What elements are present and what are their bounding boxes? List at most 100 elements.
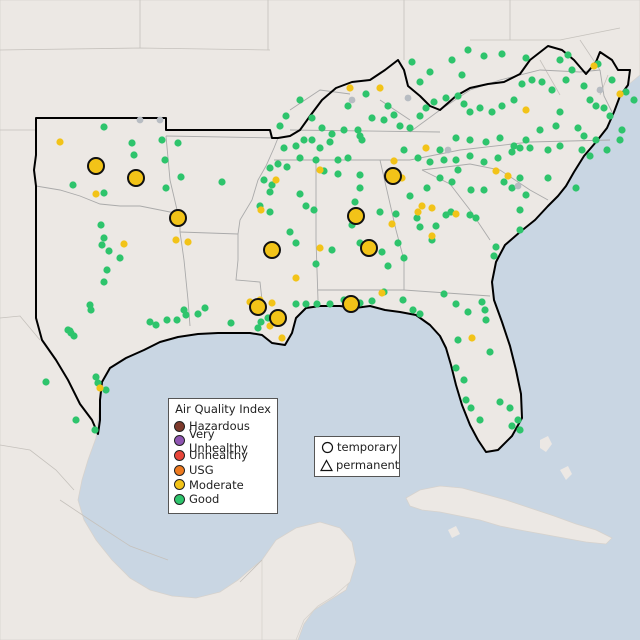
station-marker-moderate[interactable] (378, 289, 386, 297)
station-marker-good[interactable] (572, 184, 580, 192)
station-marker-good[interactable] (146, 318, 154, 326)
station-marker-good[interactable] (578, 146, 586, 154)
station-marker-good[interactable] (354, 126, 362, 134)
station-marker-good[interactable] (522, 54, 530, 62)
station-marker-good[interactable] (467, 186, 475, 194)
station-marker-good[interactable] (552, 122, 560, 130)
station-marker-good[interactable] (580, 82, 588, 90)
station-marker-no-data[interactable] (596, 86, 604, 94)
station-marker-good[interactable] (266, 164, 274, 172)
station-marker-good[interactable] (481, 306, 489, 314)
station-marker-moderate[interactable] (468, 334, 476, 342)
station-marker-moderate[interactable] (522, 106, 530, 114)
station-marker-moderate[interactable] (504, 172, 512, 180)
station-marker-good[interactable] (257, 318, 265, 326)
station-marker-no-data[interactable] (136, 116, 144, 124)
temporary-station-marker-moderate[interactable] (263, 241, 281, 259)
station-marker-good[interactable] (396, 122, 404, 130)
station-marker-good[interactable] (476, 416, 484, 424)
station-marker-good[interactable] (392, 210, 400, 218)
station-marker-good[interactable] (508, 148, 516, 156)
station-marker-moderate[interactable] (92, 190, 100, 198)
station-marker-good[interactable] (496, 134, 504, 142)
station-marker-moderate[interactable] (56, 138, 64, 146)
station-marker-good[interactable] (300, 136, 308, 144)
station-marker-good[interactable] (103, 266, 111, 274)
station-marker-good[interactable] (516, 174, 524, 182)
station-marker-good[interactable] (448, 56, 456, 64)
station-marker-good[interactable] (328, 130, 336, 138)
station-marker-moderate[interactable] (376, 84, 384, 92)
station-marker-good[interactable] (592, 136, 600, 144)
station-marker-no-data[interactable] (156, 116, 164, 124)
station-marker-good[interactable] (380, 116, 388, 124)
station-marker-good[interactable] (466, 136, 474, 144)
station-marker-good[interactable] (606, 112, 614, 120)
station-marker-moderate[interactable] (316, 166, 324, 174)
station-marker-good[interactable] (476, 104, 484, 112)
station-marker-good[interactable] (334, 170, 342, 178)
temporary-station-marker-moderate[interactable] (384, 167, 402, 185)
station-marker-good[interactable] (482, 138, 490, 146)
station-marker-good[interactable] (100, 278, 108, 286)
station-marker-good[interactable] (351, 198, 359, 206)
station-marker-good[interactable] (440, 290, 448, 298)
station-marker-moderate[interactable] (272, 176, 280, 184)
station-marker-moderate[interactable] (172, 236, 180, 244)
station-marker-good[interactable] (442, 94, 450, 102)
station-marker-good[interactable] (356, 171, 364, 179)
station-marker-good[interactable] (556, 56, 564, 64)
temporary-moderate-stations[interactable] (87, 157, 402, 327)
station-marker-good[interactable] (394, 239, 402, 247)
station-marker-good[interactable] (408, 58, 416, 66)
station-marker-good[interactable] (516, 144, 524, 152)
station-marker-good[interactable] (544, 146, 552, 154)
station-marker-good[interactable] (454, 92, 462, 100)
moderate-stations[interactable] (56, 62, 624, 392)
station-marker-good[interactable] (334, 156, 342, 164)
station-marker-good[interactable] (432, 222, 440, 230)
station-marker-good[interactable] (100, 189, 108, 197)
station-marker-good[interactable] (510, 142, 518, 150)
station-marker-good[interactable] (436, 146, 444, 154)
station-marker-good[interactable] (310, 206, 318, 214)
station-marker-good[interactable] (492, 243, 500, 251)
station-marker-good[interactable] (128, 139, 136, 147)
station-marker-good[interactable] (510, 96, 518, 104)
station-marker-good[interactable] (292, 239, 300, 247)
station-marker-good[interactable] (282, 112, 290, 120)
station-marker-good[interactable] (326, 300, 334, 308)
station-marker-good[interactable] (92, 373, 100, 381)
station-marker-good[interactable] (328, 246, 336, 254)
station-marker-good[interactable] (440, 156, 448, 164)
station-marker-good[interactable] (452, 364, 460, 372)
station-marker-no-data[interactable] (514, 182, 522, 190)
station-marker-good[interactable] (500, 178, 508, 186)
station-marker-good[interactable] (163, 316, 171, 324)
station-marker-good[interactable] (399, 296, 407, 304)
station-marker-moderate[interactable] (120, 240, 128, 248)
station-marker-good[interactable] (616, 136, 624, 144)
station-marker-good[interactable] (162, 184, 170, 192)
station-marker-moderate[interactable] (96, 384, 104, 392)
station-marker-good[interactable] (466, 211, 474, 219)
station-marker-good[interactable] (356, 184, 364, 192)
station-marker-good[interactable] (308, 114, 316, 122)
station-marker-good[interactable] (452, 300, 460, 308)
station-marker-good[interactable] (460, 376, 468, 384)
station-marker-good[interactable] (472, 214, 480, 222)
station-marker-good[interactable] (494, 154, 502, 162)
station-marker-good[interactable] (130, 151, 138, 159)
station-marker-good[interactable] (69, 181, 77, 189)
station-marker-good[interactable] (528, 76, 536, 84)
station-marker-moderate[interactable] (278, 334, 286, 342)
station-marker-good[interactable] (326, 138, 334, 146)
station-marker-good[interactable] (406, 192, 414, 200)
station-marker-good[interactable] (116, 254, 124, 262)
station-marker-good[interactable] (413, 214, 421, 222)
station-marker-good[interactable] (498, 102, 506, 110)
station-marker-good[interactable] (161, 156, 169, 164)
station-marker-good[interactable] (102, 386, 110, 394)
station-marker-good[interactable] (516, 426, 524, 434)
